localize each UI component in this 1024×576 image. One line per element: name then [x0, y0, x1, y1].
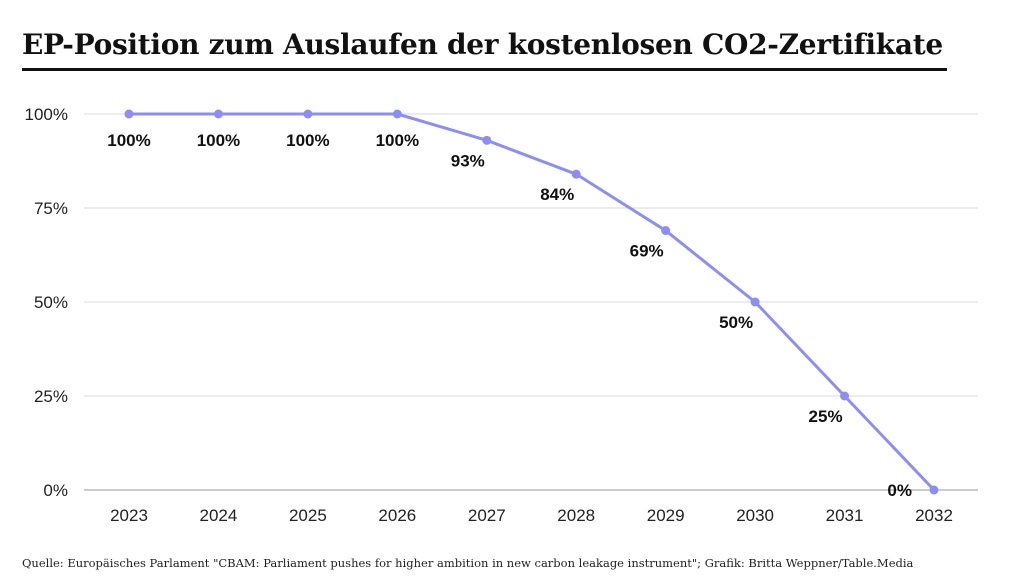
data-label: 69%: [630, 242, 664, 261]
data-label: 100%: [197, 131, 240, 150]
x-tick-label: 2025: [289, 506, 327, 525]
data-label: 93%: [451, 151, 485, 170]
x-tick-label: 2024: [200, 506, 238, 525]
data-point: [213, 109, 223, 119]
data-point: [929, 485, 939, 495]
data-point: [840, 391, 850, 401]
title-underline: [22, 68, 947, 71]
data-point: [571, 169, 581, 179]
x-tick-label: 2032: [915, 506, 953, 525]
data-label: 100%: [286, 131, 329, 150]
data-point: [392, 109, 402, 119]
y-tick-label: 75%: [34, 199, 68, 218]
x-tick-label: 2029: [647, 506, 685, 525]
x-tick-label: 2031: [826, 506, 864, 525]
source-note: Quelle: Europäisches Parlament "CBAM: Pa…: [22, 556, 914, 570]
data-label: 100%: [376, 131, 419, 150]
data-label: 100%: [107, 131, 150, 150]
y-tick-label: 50%: [34, 293, 68, 312]
data-label: 25%: [809, 407, 843, 426]
y-tick-label: 100%: [25, 105, 68, 124]
x-tick-label: 2023: [110, 506, 148, 525]
data-point: [750, 297, 760, 307]
x-tick-label: 2026: [378, 506, 416, 525]
chart-title: EP-Position zum Auslaufen der kostenlose…: [22, 28, 943, 61]
data-label: 50%: [719, 313, 753, 332]
data-point: [482, 135, 492, 145]
data-label: 0%: [887, 481, 912, 500]
series-line: [127, 112, 936, 492]
x-tick-label: 2027: [468, 506, 506, 525]
data-label: 84%: [540, 185, 574, 204]
y-tick-label: 0%: [43, 481, 68, 500]
x-tick-label: 2030: [736, 506, 774, 525]
data-point: [661, 226, 671, 236]
data-point: [303, 109, 313, 119]
data-point: [124, 109, 134, 119]
x-tick-label: 2028: [557, 506, 595, 525]
y-tick-label: 25%: [34, 387, 68, 406]
